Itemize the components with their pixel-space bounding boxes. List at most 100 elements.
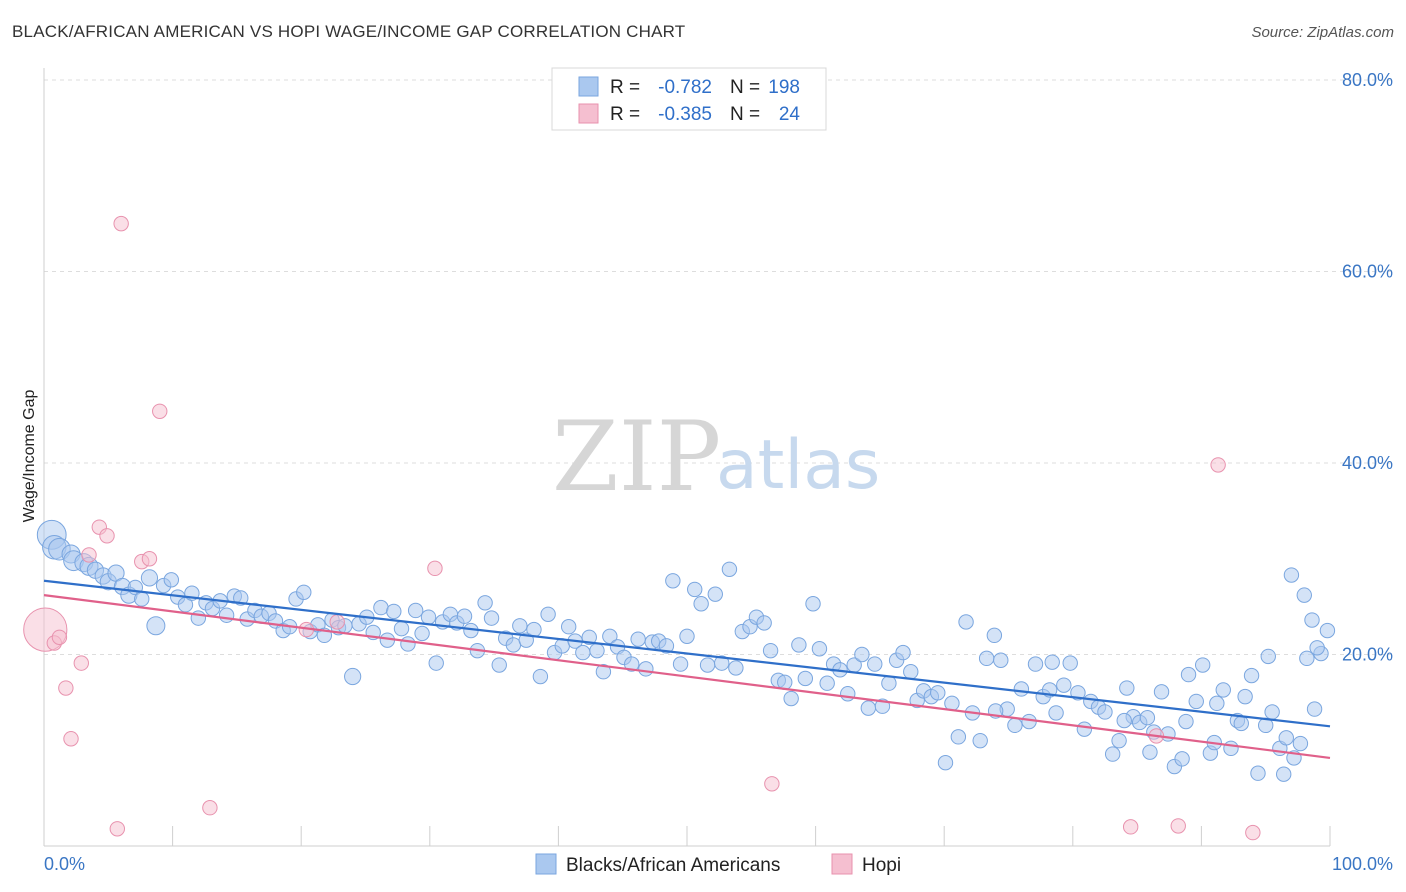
point-blacks: [1292, 735, 1309, 752]
watermark: ZIP atlas: [552, 401, 880, 513]
point-hopi: [141, 551, 158, 567]
point-blacks: [420, 609, 437, 625]
point-blacks: [624, 656, 640, 672]
point-blacks: [895, 644, 911, 661]
point-hopi: [99, 528, 115, 544]
legend: R = -0.782 N = 198 R = -0.385 N = 24: [551, 67, 827, 131]
legend-r-label-1: R =: [610, 77, 640, 98]
point-blacks: [1304, 612, 1320, 628]
point-blacks: [1215, 682, 1231, 698]
point-blacks: [978, 650, 995, 667]
point-blacks: [1044, 654, 1060, 670]
legend-swatch-pink: [578, 103, 599, 124]
x-tick-label-max: 100.0%: [1332, 854, 1393, 874]
point-blacks: [1062, 655, 1078, 671]
trend-line-blacks: [43, 579, 1331, 728]
point-hopi: [73, 655, 89, 671]
point-blacks: [393, 620, 410, 637]
point-blacks: [1283, 567, 1300, 583]
point-blacks: [972, 732, 988, 749]
point-blacks: [1097, 704, 1113, 720]
point-blacks: [1188, 693, 1204, 710]
point-blacks: [1260, 648, 1276, 665]
point-blacks: [386, 603, 402, 620]
point-blacks: [512, 618, 528, 634]
point-blacks: [986, 627, 1003, 644]
point-blacks: [762, 642, 779, 659]
point-blacks: [1309, 640, 1325, 656]
point-blacks: [1276, 766, 1292, 782]
bottom-legend-label-blue: Blacks/African Americans: [566, 855, 780, 876]
legend-r-value-2: -0.385: [658, 104, 712, 125]
series-blacks-points: [36, 519, 1336, 782]
point-blacks: [860, 700, 877, 716]
point-blacks: [1306, 701, 1323, 717]
point-blacks: [1264, 704, 1280, 720]
point-hopi: [764, 776, 780, 792]
point-blacks: [505, 637, 522, 653]
series-hopi-points: [23, 215, 1261, 841]
point-hopi: [152, 403, 168, 419]
point-blacks: [1296, 587, 1312, 603]
y-tick-label: 40.0%: [1342, 453, 1393, 473]
y-tick-label: 20.0%: [1342, 645, 1393, 665]
point-blacks: [407, 602, 424, 619]
point-blacks: [638, 661, 654, 677]
point-blacks: [1174, 751, 1190, 767]
legend-r-label-2: R =: [610, 104, 640, 125]
point-blacks: [937, 754, 954, 771]
legend-n-value-2: 24: [779, 104, 801, 125]
point-hopi: [113, 215, 129, 232]
point-blacks: [840, 686, 856, 702]
point-blacks: [373, 599, 389, 616]
bottom-legend-swatch-blue: [535, 853, 557, 875]
point-blacks: [1250, 765, 1266, 781]
point-blacks: [560, 619, 577, 635]
point-blacks: [791, 637, 807, 653]
point-blacks: [721, 561, 738, 577]
point-hopi: [427, 560, 443, 577]
y-tick-labels: 20.0% 40.0% 60.0% 80.0%: [1342, 70, 1393, 665]
point-blacks: [428, 655, 444, 671]
point-hopi: [329, 614, 345, 630]
point-blacks: [477, 595, 493, 611]
gridlines: [44, 79, 1393, 655]
source-label: Source: ZipAtlas.com: [1251, 24, 1394, 41]
y-tick-label: 80.0%: [1342, 70, 1393, 90]
point-blacks: [630, 631, 646, 647]
point-blacks: [867, 656, 883, 672]
point-blacks: [414, 625, 430, 642]
point-hopi: [1170, 818, 1186, 834]
point-blacks: [1111, 732, 1127, 749]
point-blacks: [1104, 746, 1121, 762]
point-blacks: [146, 616, 166, 636]
point-blacks: [672, 656, 689, 672]
y-axis-label: Wage/Income Gap: [21, 390, 38, 523]
point-blacks: [1209, 695, 1225, 712]
point-blacks: [1223, 740, 1239, 757]
point-blacks: [483, 610, 500, 626]
point-blacks: [950, 729, 967, 745]
bottom-legend-swatch-pink: [831, 853, 853, 875]
legend-swatch-blue: [578, 76, 599, 97]
point-hopi: [63, 731, 79, 747]
point-blacks: [400, 636, 416, 652]
point-blacks: [1116, 712, 1132, 729]
point-blacks: [296, 584, 312, 600]
legend-n-value-1: 198: [768, 77, 800, 98]
bottom-legend: Blacks/African Americans Hopi: [535, 853, 901, 876]
point-blacks: [1180, 666, 1197, 683]
point-hopi: [109, 821, 126, 837]
point-blacks: [811, 641, 828, 657]
watermark-atlas: atlas: [716, 426, 880, 505]
bottom-legend-label-pink: Hopi: [862, 855, 901, 876]
point-blacks: [1007, 717, 1023, 734]
point-blacks: [540, 606, 556, 622]
point-blacks: [993, 652, 1009, 668]
point-blacks: [491, 657, 507, 673]
point-blacks: [1119, 680, 1135, 696]
point-blacks: [783, 690, 799, 707]
point-hopi: [58, 680, 74, 696]
x-tick-label-min: 0.0%: [44, 854, 85, 874]
point-hopi: [1210, 457, 1226, 473]
